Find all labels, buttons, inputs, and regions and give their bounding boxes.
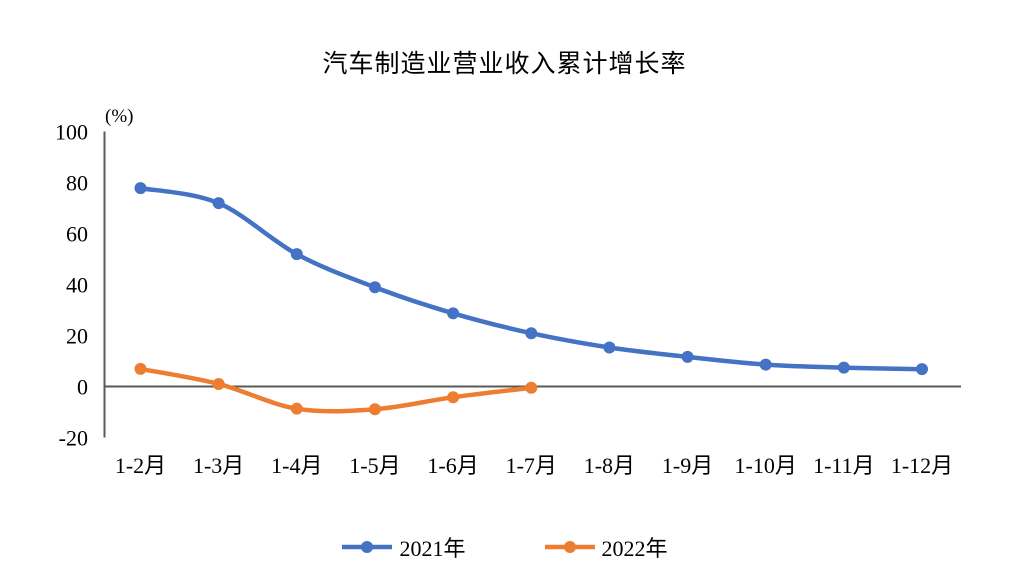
x-axis-label: 1-9月: [662, 453, 713, 478]
legend-line-marker-icon: [342, 541, 393, 553]
x-axis-label: 1-4月: [271, 453, 322, 478]
chart-legend: 2021年 2022年: [0, 531, 1009, 563]
legend-line-marker-icon: [544, 541, 595, 553]
legend-dot: [361, 541, 374, 553]
x-axis-label: 1-7月: [506, 453, 557, 478]
data-point-2022年: [212, 377, 225, 390]
data-point-2021年: [681, 350, 694, 363]
y-tick-label: 100: [55, 120, 88, 145]
y-tick-label: 60: [66, 222, 88, 247]
data-point-2021年: [916, 363, 928, 376]
data-point-2022年: [134, 362, 147, 375]
data-point-2022年: [290, 402, 303, 415]
legend-item-2021年: 2021年: [341, 531, 466, 563]
data-point-2022年: [525, 381, 538, 394]
data-point-2021年: [368, 281, 381, 294]
y-tick-label: 80: [66, 171, 88, 196]
y-tick-label: -20: [59, 426, 88, 451]
data-point-2021年: [212, 197, 225, 210]
x-axis-label: 1-5月: [349, 453, 400, 478]
legend-label: 2021年: [399, 536, 466, 561]
y-tick-label: 40: [66, 273, 88, 298]
chart-title: 汽车制造业营业收入累计增长率: [322, 51, 687, 78]
data-point-2021年: [525, 327, 538, 340]
data-point-2021年: [837, 361, 850, 374]
data-point-2021年: [134, 182, 147, 195]
x-axis-label: 1-12月: [891, 453, 953, 478]
x-axis-label: 1-6月: [427, 453, 478, 478]
legend-item-2022年: 2022年: [544, 531, 668, 563]
y-tick-label: 0: [77, 375, 88, 400]
data-point-2022年: [447, 391, 460, 404]
series-line-2022年: [138, 366, 534, 414]
x-axis-label: 1-8月: [584, 453, 635, 478]
x-axis-label: 1-11月: [813, 453, 875, 478]
y-tick-label: 20: [66, 324, 88, 349]
data-point-2022年: [368, 403, 381, 416]
data-point-2021年: [603, 341, 616, 354]
x-axis-label: 1-2月: [115, 453, 166, 478]
y-axis-unit-label: (%): [105, 106, 134, 127]
data-point-2021年: [447, 307, 460, 320]
x-axis-label: 1-3月: [193, 453, 244, 478]
x-axis-label: 1-10月: [735, 453, 797, 478]
series-line-2021年: [138, 185, 925, 372]
data-point-2021年: [759, 358, 772, 371]
legend-dot: [563, 541, 576, 553]
legend-label: 2022年: [601, 536, 668, 561]
data-point-2021年: [290, 248, 303, 261]
